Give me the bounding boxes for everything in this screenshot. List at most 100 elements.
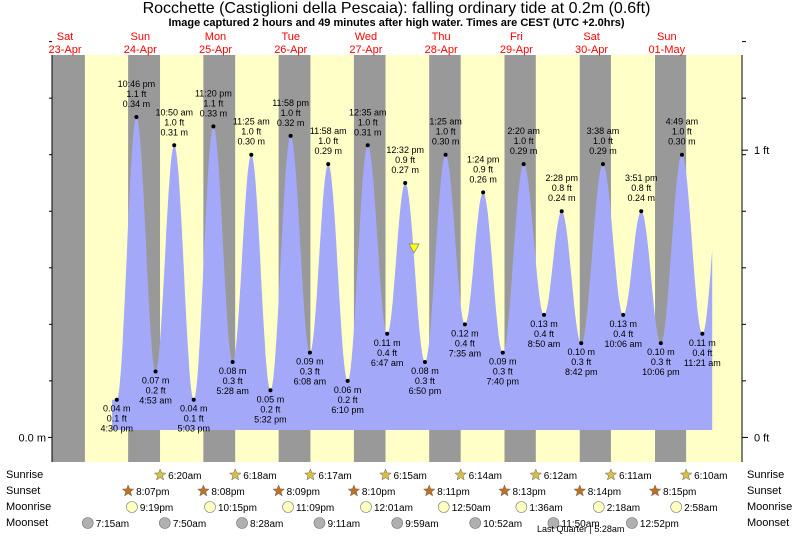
extreme-dot: [600, 162, 605, 167]
extreme-label: 8:42 pm: [565, 367, 598, 377]
extreme-label: 0.13 m: [609, 319, 637, 329]
row-label-sunset-left: Sunset: [6, 485, 41, 497]
moonset-time: 9:59am: [405, 519, 438, 530]
extreme-dot: [639, 209, 644, 214]
extreme-label: 3:38 am: [587, 126, 620, 136]
date-label: 01-May: [648, 44, 685, 56]
tide-water-area: [112, 117, 713, 430]
sunrise-time: 6:14am: [469, 471, 502, 482]
extreme-label: 10:46 pm: [118, 79, 156, 89]
extreme-dot: [443, 152, 448, 157]
extreme-dot: [134, 115, 139, 120]
row-label-moonrise-right: Moonrise: [747, 501, 793, 513]
extreme-label: 10:06 am: [604, 339, 642, 349]
sunset-icon: [573, 484, 587, 497]
sunset-icon: [121, 484, 135, 497]
extreme-label: 1.0 ft: [358, 117, 379, 127]
extreme-label: 0.11 m: [689, 338, 716, 348]
extreme-label: 12:35 am: [349, 107, 387, 117]
extreme-label: 0.24 m: [627, 193, 655, 203]
extreme-label: 6:08 am: [294, 377, 327, 387]
extreme-dot: [500, 350, 505, 355]
moonrise-icon: [515, 501, 528, 513]
extreme-label: 1.0 ft: [593, 136, 614, 146]
sunset-icon: [422, 484, 436, 497]
extreme-dot: [307, 350, 312, 355]
moonrise-icon: [204, 501, 216, 513]
moon-phase-label: Last Quarter | 5:28am: [537, 524, 624, 534]
extreme-label: 4:30 pm: [101, 424, 134, 434]
extreme-label: 11:20 pm: [195, 88, 232, 98]
moonrise-time: 2:18am: [607, 503, 640, 514]
moonset-icon: [469, 517, 482, 529]
sunset-time: 8:14pm: [588, 487, 621, 498]
sunrise-icon: [304, 468, 317, 481]
extreme-label: 0.09 m: [296, 357, 324, 367]
extreme-label: 0.3 ft: [223, 376, 244, 386]
date-label: 29-Apr: [500, 44, 533, 56]
extreme-label: 10:06 pm: [642, 367, 680, 377]
moonrise-time: 1:36am: [529, 503, 562, 514]
extreme-label: 5:28 am: [216, 386, 249, 396]
y-tick-label-right: 0 ft: [754, 432, 769, 444]
extreme-label: 1.0 ft: [164, 117, 185, 127]
sunrise-icon: [679, 468, 693, 481]
sunset-time: 8:15pm: [663, 487, 696, 498]
extreme-label: 0.1 ft: [184, 414, 205, 424]
moonrise-time: 11:09pm: [296, 503, 334, 514]
extreme-label: 0.08 m: [411, 366, 439, 376]
moonset-time: 8:28am: [250, 519, 283, 530]
extreme-label: 1.0 ft: [672, 127, 693, 137]
extreme-dot: [385, 331, 390, 336]
extreme-label: 0.13 m: [530, 319, 558, 329]
moonrise-icon: [360, 501, 372, 513]
day-label: Fri: [510, 31, 523, 43]
extreme-dot: [153, 369, 158, 374]
sunset-time: 8:11pm: [437, 487, 470, 498]
row-label-sunrise-left: Sunrise: [6, 469, 44, 481]
moonrise-icon: [282, 501, 294, 513]
extreme-dot: [249, 152, 254, 157]
extreme-dot: [621, 312, 626, 317]
moonrise-icon: [437, 501, 450, 513]
extreme-label: 0.9 ft: [395, 155, 416, 165]
sunrise-time: 6:20am: [168, 471, 201, 482]
extreme-dot: [191, 397, 196, 402]
extreme-label: 6:50 pm: [409, 386, 442, 396]
extreme-dot: [700, 331, 705, 336]
extreme-label: 1.0 ft: [436, 127, 457, 137]
extreme-label: 7:35 am: [449, 348, 482, 358]
extreme-dot: [114, 397, 119, 402]
extreme-label: 0.26 m: [469, 174, 497, 184]
day-label: Tue: [281, 31, 300, 43]
sunrise-time: 6:10am: [694, 471, 727, 482]
sunrise-icon: [228, 468, 242, 481]
row-label-moonset-left: Moonset: [6, 517, 49, 529]
extreme-label: 0.30 m: [238, 137, 266, 147]
extreme-label: 0.10 m: [567, 347, 595, 357]
extreme-label: 1.0 ft: [514, 136, 535, 146]
extreme-label: 0.3 ft: [651, 357, 672, 367]
extreme-label: 5:32 pm: [254, 414, 287, 424]
extreme-label: 0.3 ft: [493, 367, 514, 377]
moonset-icon: [81, 517, 94, 529]
moonrise-time: 9:19pm: [140, 503, 173, 514]
extreme-label: 0.27 m: [391, 165, 419, 175]
extreme-label: 1.1 ft: [126, 89, 147, 99]
extreme-label: 0.4 ft: [692, 348, 713, 358]
extreme-label: 4:53 am: [139, 395, 172, 405]
y-tick-label-right: 1 ft: [754, 145, 769, 157]
day-label: Sat: [57, 31, 74, 43]
date-label: 28-Apr: [425, 44, 458, 56]
extreme-label: 0.05 m: [257, 394, 285, 404]
extreme-dot: [403, 180, 408, 185]
night-band: [52, 55, 85, 462]
extreme-label: 5:03 pm: [177, 424, 210, 434]
extreme-label: 0.06 m: [334, 385, 362, 395]
extreme-label: 0.11 m: [374, 338, 401, 348]
extreme-label: 1.0 ft: [281, 108, 302, 118]
extreme-label: 0.29 m: [589, 146, 617, 156]
extreme-label: 0.31 m: [354, 127, 382, 137]
extreme-dot: [679, 152, 684, 157]
extreme-dot: [579, 341, 584, 346]
